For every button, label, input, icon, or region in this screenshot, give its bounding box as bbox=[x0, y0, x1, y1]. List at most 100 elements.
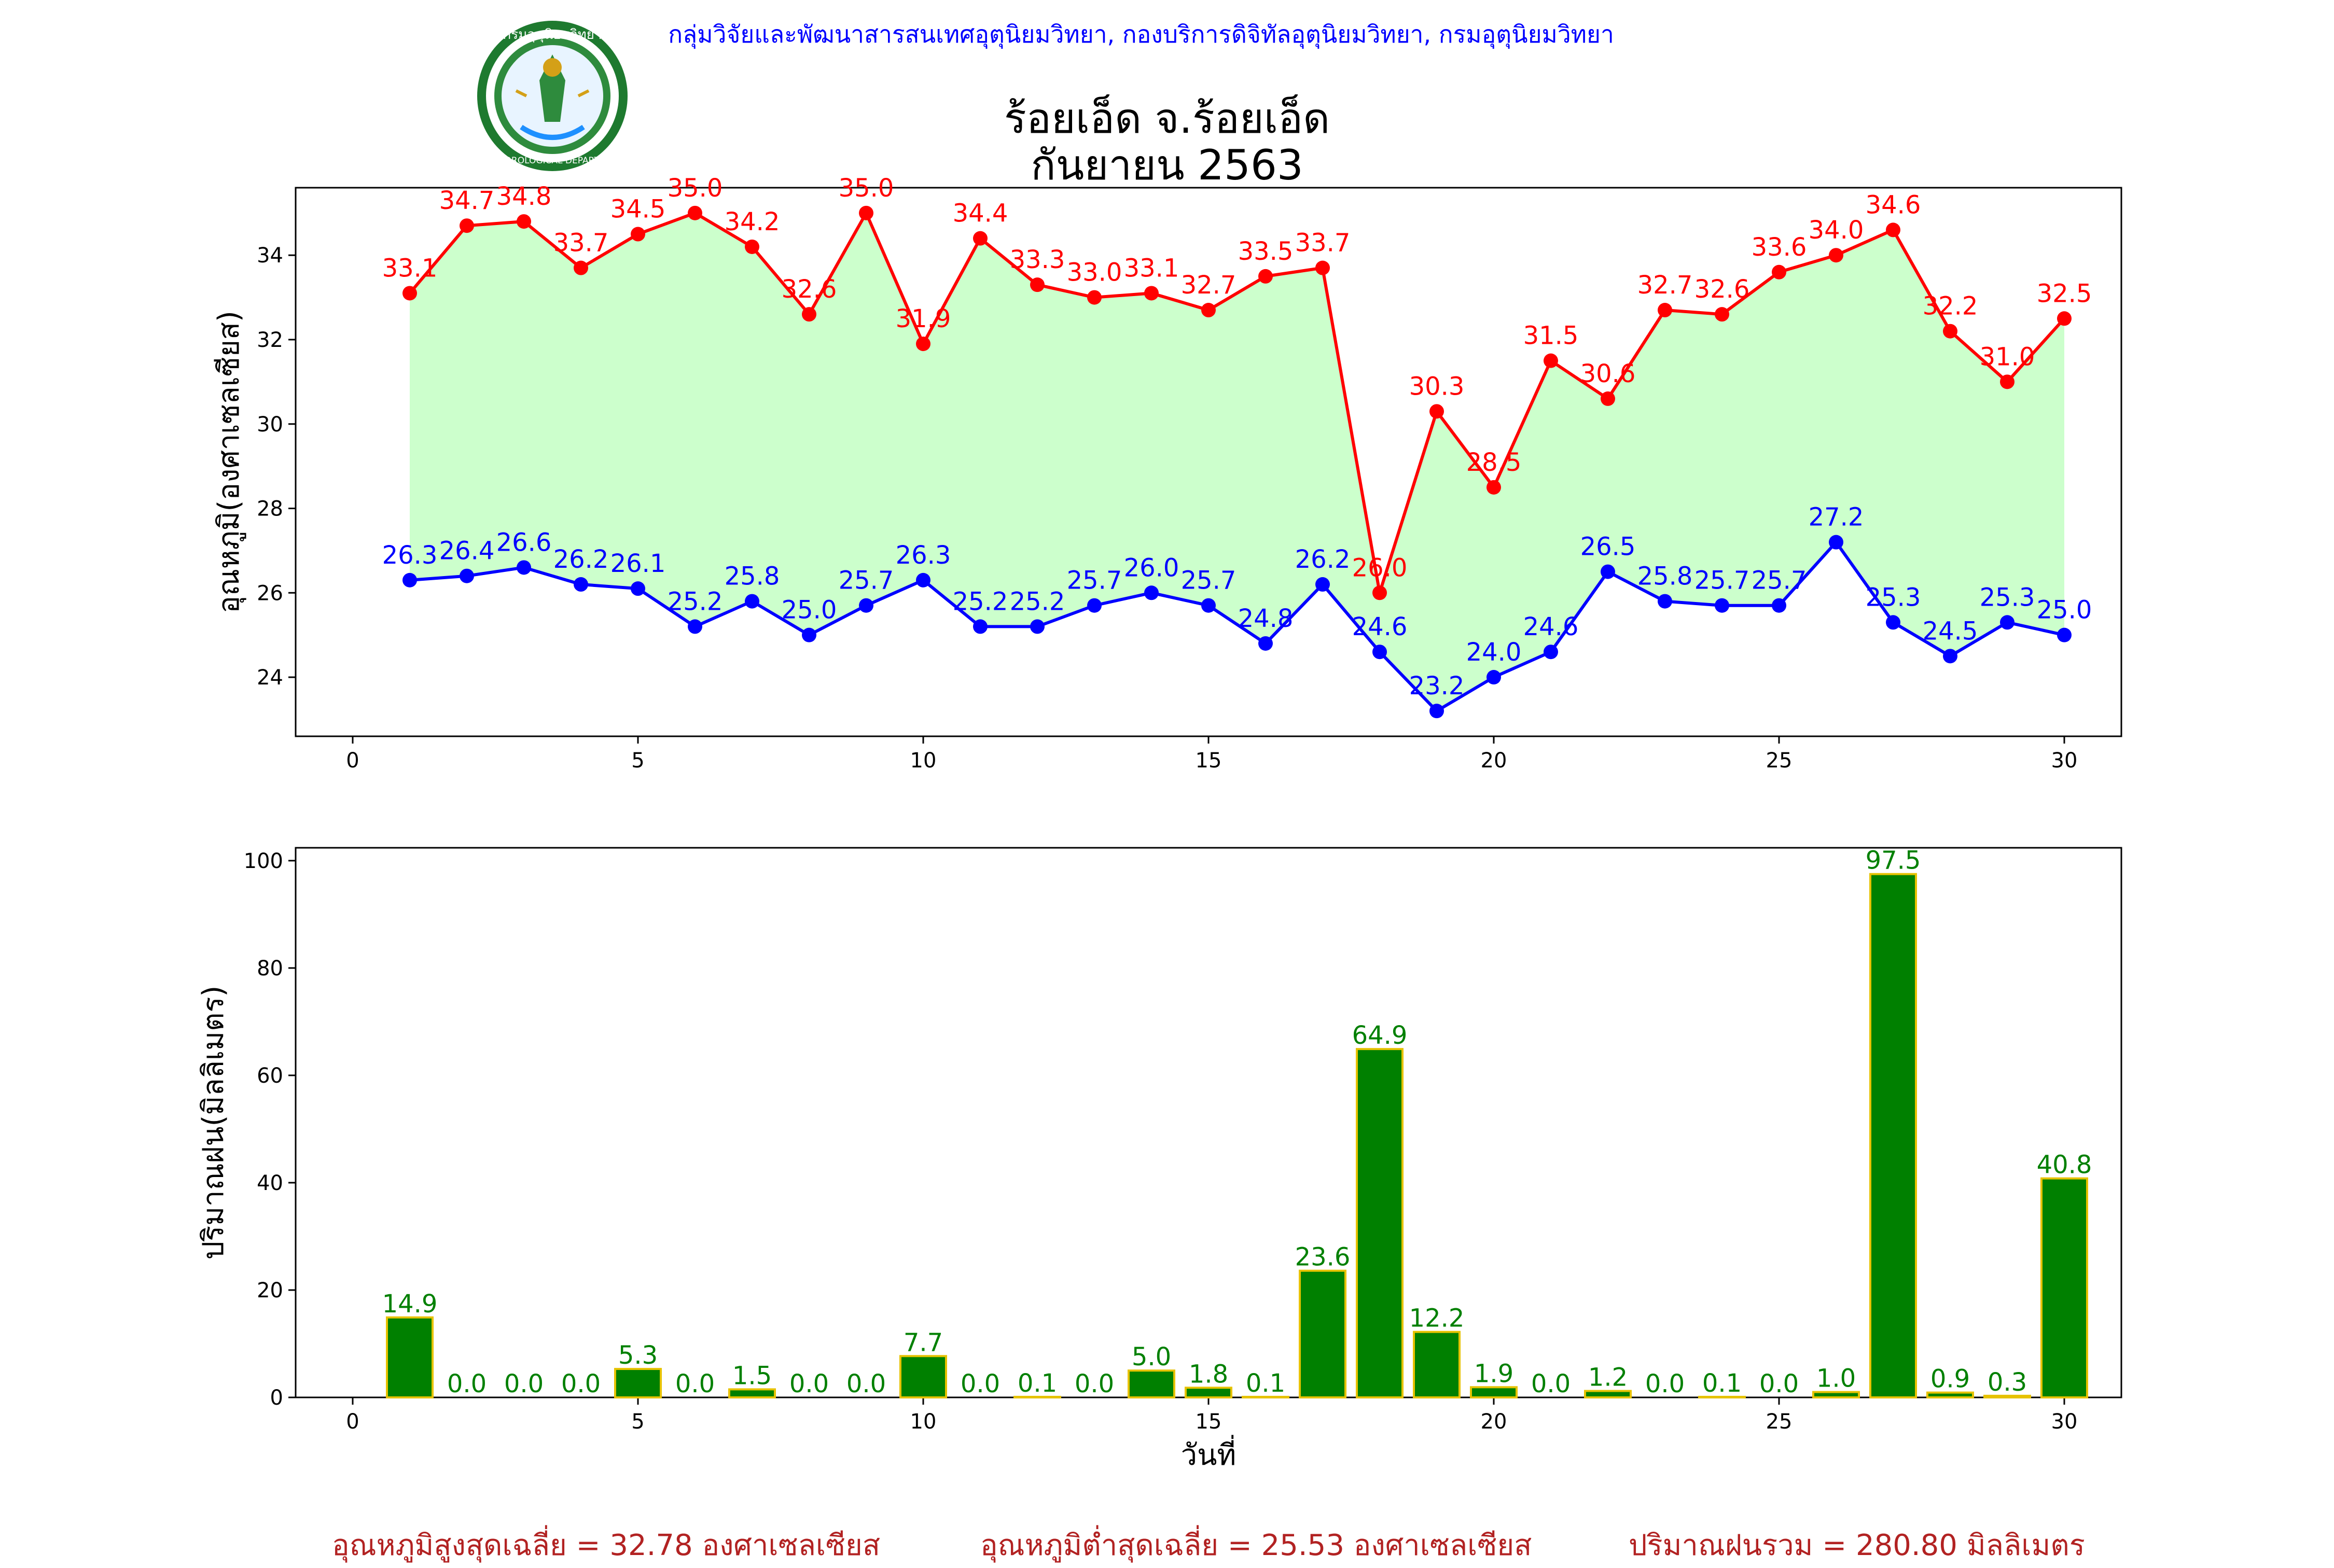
max-temp-point bbox=[2057, 311, 2072, 326]
max-temp-point bbox=[1372, 585, 1387, 600]
max-temp-label: 30.6 bbox=[1580, 359, 1636, 388]
rain-bar bbox=[1356, 1048, 1404, 1398]
min-temp-label: 25.2 bbox=[668, 587, 723, 616]
rain-bar-label: 0.9 bbox=[1930, 1365, 1970, 1394]
min-temp-point bbox=[1372, 645, 1387, 660]
min-temp-label: 25.7 bbox=[839, 566, 894, 595]
min-temp-label: 25.3 bbox=[1866, 583, 1921, 612]
rain-bar-label: 40.8 bbox=[2037, 1151, 2092, 1180]
x-tick-label-rain: 25 bbox=[1766, 1410, 1793, 1434]
max-temp-label: 33.1 bbox=[1124, 254, 1179, 283]
max-temp-label: 32.6 bbox=[782, 275, 837, 304]
min-temp-point bbox=[1429, 704, 1444, 719]
max-temp-label: 33.3 bbox=[1010, 245, 1065, 274]
rain-bar-label: 0.0 bbox=[675, 1369, 715, 1398]
x-tick-label-rain: 15 bbox=[1196, 1410, 1222, 1434]
min-temp-point bbox=[574, 577, 588, 592]
min-temp-point bbox=[2057, 627, 2072, 642]
max-temp-label: 26.0 bbox=[1352, 553, 1408, 582]
max-temp-point bbox=[631, 227, 645, 242]
rain-bar-label: 1.8 bbox=[1189, 1360, 1228, 1389]
y-tick-label-rain: 100 bbox=[244, 849, 283, 873]
rain-bar bbox=[1926, 1391, 1974, 1398]
rain-bar bbox=[1128, 1369, 1175, 1398]
rain-bar-label: 0.0 bbox=[961, 1369, 1000, 1398]
max-temp-label: 31.0 bbox=[1980, 342, 2035, 371]
x-tick-label-temp: 10 bbox=[910, 749, 937, 773]
rain-bar-label: 12.2 bbox=[1409, 1304, 1465, 1333]
rain-bar-label: 0.3 bbox=[1988, 1368, 2027, 1397]
max-temp-label: 33.5 bbox=[1238, 237, 1294, 266]
min-temp-point bbox=[1144, 585, 1159, 600]
rain-bar bbox=[1470, 1386, 1518, 1398]
max-temp-point bbox=[1544, 353, 1558, 368]
min-temp-point bbox=[1486, 670, 1501, 685]
rain-bar-label: 1.5 bbox=[732, 1361, 772, 1390]
min-temp-point bbox=[1544, 645, 1558, 660]
rain-bar-label: 0.0 bbox=[1759, 1369, 1799, 1398]
plot-frame-rain bbox=[295, 847, 2122, 1398]
max-temp-label: 34.6 bbox=[1866, 190, 1921, 219]
max-temp-label: 31.9 bbox=[896, 304, 951, 333]
rain-bar bbox=[1185, 1387, 1232, 1398]
min-temp-point bbox=[517, 560, 531, 575]
rain-bar bbox=[1812, 1391, 1860, 1398]
max-temp-label: 33.6 bbox=[1752, 233, 1807, 262]
avg-max-temp-summary: อุณหภูมิสูงสุดเฉลี่ย = 32.78 องศาเซลเซีย… bbox=[332, 1529, 881, 1562]
x-tick-label-rain: 5 bbox=[631, 1410, 644, 1434]
rain-bar-label: 0.0 bbox=[846, 1369, 886, 1398]
min-temp-point bbox=[745, 594, 759, 609]
max-temp-point bbox=[1144, 286, 1159, 301]
y-tick-label-temp: 34 bbox=[257, 244, 283, 268]
min-temp-point bbox=[859, 598, 873, 613]
rain-bar-label: 1.0 bbox=[1816, 1364, 1856, 1393]
rain-bar-label: 1.9 bbox=[1474, 1359, 1513, 1388]
x-tick-label-temp: 15 bbox=[1196, 749, 1222, 773]
max-temp-point bbox=[1772, 264, 1786, 279]
min-temp-point bbox=[1886, 615, 1900, 630]
meteorological-department-logo: กรมอุตุนิยมวิทยา METEOROLOGICAL DEPARTME… bbox=[477, 21, 628, 171]
max-temp-point bbox=[517, 214, 531, 229]
svg-text:METEOROLOGICAL DEPARTMENT: METEOROLOGICAL DEPARTMENT bbox=[480, 156, 625, 166]
min-temp-point bbox=[2000, 615, 2015, 630]
max-temp-label: 32.7 bbox=[1181, 271, 1237, 300]
max-temp-point bbox=[2000, 374, 2015, 389]
min-temp-label: 25.2 bbox=[1010, 587, 1065, 616]
max-temp-line bbox=[408, 209, 2066, 594]
max-temp-point bbox=[1201, 303, 1216, 318]
rain-bar-label: 0.0 bbox=[1531, 1369, 1571, 1398]
rain-bar bbox=[386, 1316, 434, 1398]
rain-bar bbox=[1869, 873, 1917, 1398]
temp-y-axis-label: อุณหภูมิ(องศาเซลเซียส) bbox=[212, 311, 246, 613]
min-temp-point bbox=[1658, 594, 1672, 609]
max-temp-point bbox=[402, 286, 417, 301]
min-temp-label: 25.7 bbox=[1694, 566, 1750, 595]
min-temp-point bbox=[1030, 619, 1045, 634]
max-temp-label: 28.5 bbox=[1466, 448, 1522, 477]
min-temp-label: 23.2 bbox=[1409, 671, 1465, 701]
rain-bar-label: 7.7 bbox=[904, 1328, 943, 1357]
chart-title: ร้อยเอ็ด จ.ร้อยเอ็ด bbox=[1004, 94, 1330, 143]
rain-bar-label: 5.0 bbox=[1132, 1342, 1171, 1371]
y-tick-label-rain: 80 bbox=[257, 957, 283, 981]
min-temp-point bbox=[631, 581, 645, 596]
rain-bar-label: 14.9 bbox=[382, 1290, 438, 1319]
min-temp-point bbox=[916, 572, 930, 587]
rain-bar bbox=[1584, 1390, 1632, 1398]
min-temp-line bbox=[409, 539, 2065, 713]
organization-header: กลุ่มวิจัยและพัฒนาสารสนเทศอุตุนิยมวิทยา,… bbox=[668, 20, 1614, 48]
rain-bar-label: 0.0 bbox=[561, 1369, 601, 1398]
min-temp-label: 26.4 bbox=[439, 537, 495, 566]
max-temp-label: 32.6 bbox=[1694, 275, 1750, 304]
min-temp-label: 25.0 bbox=[2037, 596, 2092, 625]
max-temp-point bbox=[1087, 290, 1102, 305]
rain-bar bbox=[2040, 1177, 2088, 1398]
max-temp-label: 34.2 bbox=[725, 207, 780, 236]
x-tick-label-temp: 25 bbox=[1766, 749, 1793, 773]
min-temp-label: 25.7 bbox=[1752, 566, 1807, 595]
min-temp-point bbox=[1943, 649, 1957, 664]
x-tick-label-temp: 20 bbox=[1481, 749, 1507, 773]
min-temp-point bbox=[1715, 598, 1729, 613]
x-tick-label-temp: 0 bbox=[346, 749, 359, 773]
svg-text:กรมอุตุนิยมวิทยา: กรมอุตุนิยมวิทยา bbox=[503, 27, 602, 43]
